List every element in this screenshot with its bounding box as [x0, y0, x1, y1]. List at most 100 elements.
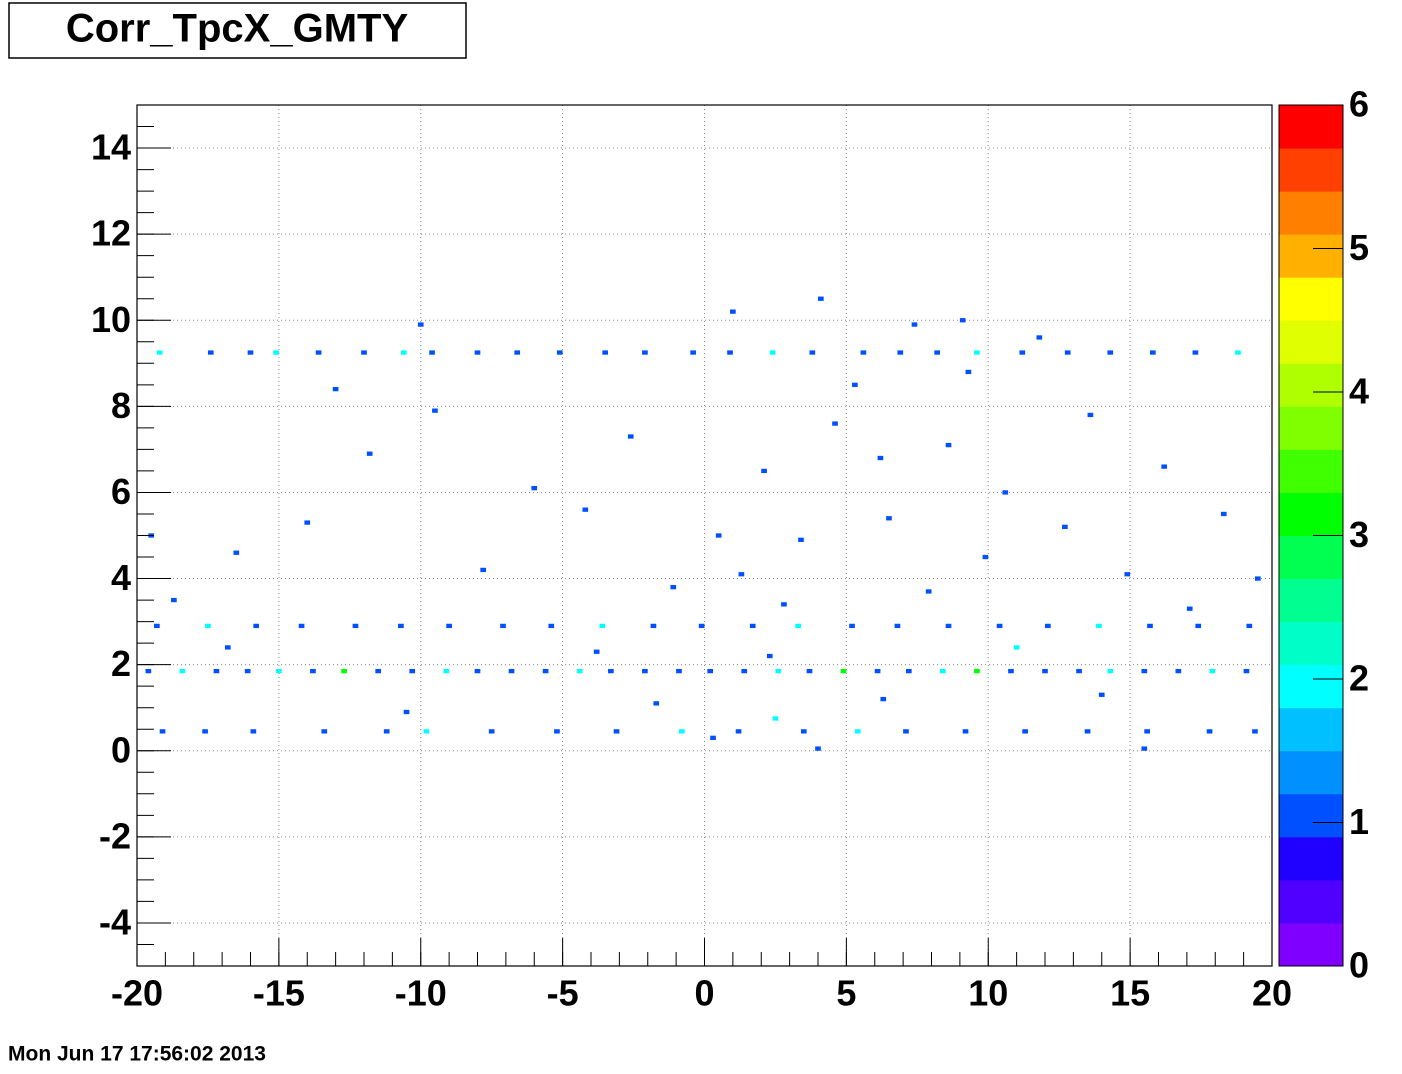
cell [761, 468, 767, 474]
cell [417, 322, 424, 327]
cell [769, 350, 776, 355]
colorbar-band [1279, 234, 1343, 278]
cell [809, 350, 816, 355]
cell [253, 623, 260, 629]
cell [1096, 623, 1102, 629]
cell [244, 668, 251, 674]
cell [1084, 729, 1091, 734]
z-tick-label: 5 [1349, 227, 1369, 268]
colorbar-band [1279, 836, 1343, 881]
cell [741, 668, 748, 674]
cell [806, 668, 813, 674]
cell [738, 572, 745, 577]
cell [273, 350, 279, 355]
colorbar-band [1279, 707, 1343, 752]
cell [1246, 623, 1253, 629]
cell [781, 602, 787, 607]
cell [877, 455, 884, 461]
cell [959, 318, 966, 323]
cell [1147, 623, 1153, 629]
cell [1144, 729, 1150, 734]
cell [727, 350, 733, 355]
colorbar-band [1279, 922, 1343, 967]
cell [602, 350, 609, 355]
cell [772, 716, 779, 721]
x-tick-label: 15 [1110, 973, 1150, 1014]
cell [304, 520, 311, 525]
colorbar-band [1279, 621, 1343, 666]
colorbar-band [1279, 148, 1343, 192]
cell [766, 653, 773, 659]
y-tick-label: -2 [99, 815, 131, 856]
cell [500, 623, 506, 629]
cell [480, 567, 487, 573]
cell [315, 350, 322, 355]
cell [1141, 746, 1148, 751]
cell [1098, 692, 1105, 697]
cell [815, 746, 821, 751]
cell [1124, 572, 1131, 577]
cell [154, 623, 160, 629]
cell [352, 623, 359, 629]
cell [1107, 668, 1114, 674]
cell [1209, 668, 1216, 674]
cell [905, 668, 912, 674]
cell [818, 296, 824, 301]
cell [1064, 350, 1071, 355]
colorbar-band [1279, 406, 1343, 450]
cell [409, 668, 416, 674]
cell [730, 309, 736, 314]
cell [886, 516, 892, 521]
cell [650, 623, 657, 629]
cell [375, 668, 382, 674]
x-tick-label: 5 [836, 973, 856, 1014]
cell [361, 350, 367, 355]
cell [775, 668, 782, 674]
cell [934, 350, 941, 355]
cell [556, 350, 563, 355]
cell [945, 442, 952, 448]
x-tick-label: -20 [111, 973, 163, 1014]
cell [145, 668, 152, 674]
cell [443, 668, 450, 674]
cell [852, 382, 858, 387]
cell [1254, 576, 1261, 581]
cell [903, 729, 909, 734]
cell [332, 386, 339, 392]
z-tick-label: 4 [1349, 371, 1369, 412]
cell [996, 623, 1003, 629]
cell [383, 729, 390, 734]
cell [1149, 350, 1156, 355]
cell [1045, 623, 1051, 629]
z-tick-label: 6 [1349, 84, 1369, 125]
y-tick-label: 12 [91, 213, 131, 254]
cell [735, 729, 742, 734]
cell [642, 350, 648, 355]
x-tick-label: -15 [253, 973, 305, 1014]
cell [1141, 668, 1148, 674]
colorbar-band [1279, 535, 1343, 580]
cell [398, 623, 404, 629]
cell [613, 729, 620, 734]
cell [321, 729, 328, 734]
cell [676, 668, 682, 674]
cell [608, 668, 614, 674]
colorbar-band [1279, 320, 1343, 364]
y-tick-label: 6 [111, 471, 131, 512]
colorbar-band [1279, 449, 1343, 493]
cell [800, 729, 807, 734]
cell [690, 350, 696, 355]
cell [849, 623, 855, 629]
colorbar-band [1279, 191, 1343, 235]
cell [965, 369, 972, 375]
cell [548, 623, 555, 629]
cell [880, 696, 887, 702]
cell [974, 668, 980, 674]
cell [202, 729, 208, 734]
colorbar-band [1279, 664, 1343, 709]
y-tick-label: 2 [111, 643, 131, 684]
cell [982, 554, 989, 560]
cell [710, 735, 716, 740]
cell [1235, 350, 1241, 355]
